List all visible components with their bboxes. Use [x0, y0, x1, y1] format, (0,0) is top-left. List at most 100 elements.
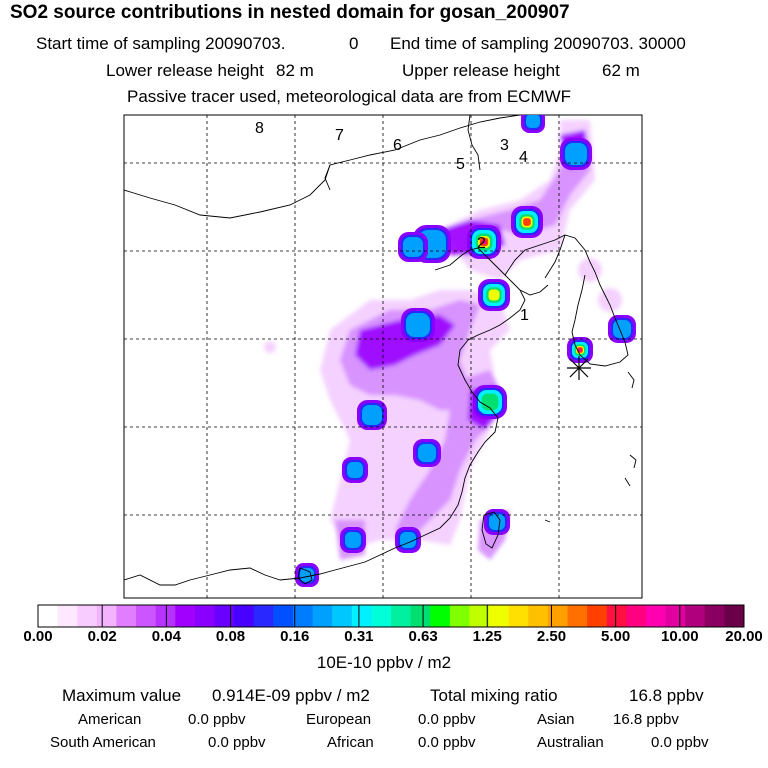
hotspot-layer — [418, 444, 436, 462]
colorbar-tick-label: 1.25 — [472, 628, 502, 645]
hotspot-layer — [362, 405, 382, 425]
colorbar-swatch — [312, 605, 333, 627]
colorbar-swatch — [253, 605, 274, 627]
max-value: 0.914E-09 ppbv / m2 — [212, 686, 370, 705]
region-label-6: 6 — [393, 137, 402, 154]
coastline — [124, 115, 637, 586]
hotspot-layer — [345, 532, 361, 548]
region-european-value: 0.0 ppbv — [418, 711, 476, 728]
start-time-label: Start time of sampling 20090703. — [36, 34, 286, 53]
region-american-value: 0.0 ppbv — [188, 711, 246, 728]
hotspot-layer — [578, 348, 582, 352]
colorbar-swatch — [685, 605, 706, 627]
colorbar-swatch — [606, 605, 627, 627]
grid-lines — [124, 115, 642, 598]
lower-release-value: 82 m — [276, 61, 314, 80]
colorbar-tick-label: 0.63 — [408, 628, 438, 645]
hotspot-layer — [347, 462, 363, 478]
hotspot-layer — [489, 514, 505, 530]
colorbar-swatch — [724, 605, 745, 627]
hotspot-layer — [565, 143, 587, 165]
start-time-value: 0 — [349, 34, 359, 53]
region-label-7: 7 — [335, 127, 344, 144]
chart-title: SO2 source contributions in nested domai… — [10, 2, 570, 23]
colorbar-swatch — [665, 605, 686, 627]
colorbar-swatch — [292, 605, 314, 627]
hotspot-layer — [526, 115, 540, 128]
colorbar-swatch — [136, 605, 157, 627]
colorbar-swatch — [391, 605, 412, 627]
region-australian-label: Australian — [537, 734, 604, 751]
region-label-4: 4 — [519, 149, 528, 166]
colorbar-tick-label: 0.00 — [23, 628, 53, 645]
region-african-label: African — [327, 734, 374, 751]
colorbar-swatch — [38, 605, 59, 627]
colorbar-tick-label: 0.02 — [87, 628, 117, 645]
region-asian-value: 16.8 ppbv — [613, 711, 679, 728]
colorbar-swatch — [489, 605, 510, 627]
region-label-8: 8 — [255, 120, 264, 137]
colorbar-tick-label: 5.00 — [601, 628, 631, 645]
colorbar-swatch — [234, 605, 255, 627]
concentration-field — [264, 120, 622, 560]
colorbar-tick-label: 0.04 — [151, 628, 181, 645]
hotspot-layer — [481, 239, 487, 245]
colorbar-swatch — [626, 605, 647, 627]
receptor-marker — [567, 356, 591, 380]
colorbar-tick-label: 20.00 — [725, 628, 763, 645]
colorbar-swatch — [528, 605, 549, 627]
region-south-american-value: 0.0 ppbv — [208, 734, 266, 751]
colorbar-tick-label: 2.50 — [536, 628, 567, 645]
colorbar-swatch — [77, 605, 98, 627]
colorbar-swatch — [704, 605, 725, 627]
total-mixing-label: Total mixing ratio — [430, 686, 558, 705]
region-south-american-label: South American — [50, 734, 156, 751]
colorbar-swatch — [96, 605, 117, 627]
colorbar-swatch — [116, 605, 137, 627]
region-australian-value: 0.0 ppbv — [651, 734, 709, 751]
upper-release-value: 62 m — [602, 61, 640, 80]
colorbar-swatch — [508, 605, 529, 627]
hotspot-layer — [406, 313, 430, 337]
colorbar-tick-label: 10.00 — [661, 628, 699, 645]
region-american-label: American — [78, 711, 142, 728]
colorbar-swatch — [645, 605, 667, 627]
region-asian-label: Asian — [537, 711, 575, 728]
upper-release-label: Upper release height — [402, 61, 560, 80]
colorbar — [37, 604, 745, 628]
colorbar-swatch — [567, 605, 588, 627]
hotspot-layer — [300, 568, 314, 582]
end-time-label: End time of sampling 20090703. 30000 — [390, 34, 686, 53]
colorbar-swatch — [57, 605, 78, 627]
colorbar-frame — [37, 604, 745, 628]
hotspot-layer — [523, 218, 531, 226]
region-european-label: European — [306, 711, 372, 728]
colorbar-tick-label: 0.31 — [344, 628, 374, 645]
colorbar-swatch — [547, 605, 568, 627]
colorbar-tick-label: 0.16 — [280, 628, 310, 645]
region-african-value: 0.0 ppbv — [418, 734, 476, 751]
colorbar-swatch — [214, 605, 235, 627]
hotspot-layer — [403, 237, 423, 257]
colorbar-swatch — [371, 605, 392, 627]
region-label-1: 1 — [520, 307, 529, 324]
tracer-note: Passive tracer used, meteorological data… — [127, 87, 572, 106]
colorbar-swatch — [155, 605, 176, 627]
colorbar-swatch — [332, 605, 353, 627]
colorbar-swatch — [351, 605, 372, 627]
region-label-5: 5 — [456, 156, 465, 173]
region-label-3: 3 — [500, 137, 509, 154]
colorbar-swatch — [175, 605, 196, 627]
max-value-label: Maximum value — [62, 686, 182, 705]
colorbar-swatch — [194, 605, 215, 627]
colorbar-swatch — [273, 605, 294, 627]
region-label-2: 2 — [477, 235, 486, 252]
colorbar-swatch — [469, 605, 490, 627]
total-mixing-value: 16.8 ppbv — [629, 686, 704, 705]
hotspot-layer — [488, 289, 500, 301]
colorbar-swatch — [410, 605, 431, 627]
colorbar-tick-label: 0.08 — [215, 628, 246, 645]
colorbar-swatch — [430, 605, 451, 627]
colorbar-swatch — [587, 605, 608, 627]
